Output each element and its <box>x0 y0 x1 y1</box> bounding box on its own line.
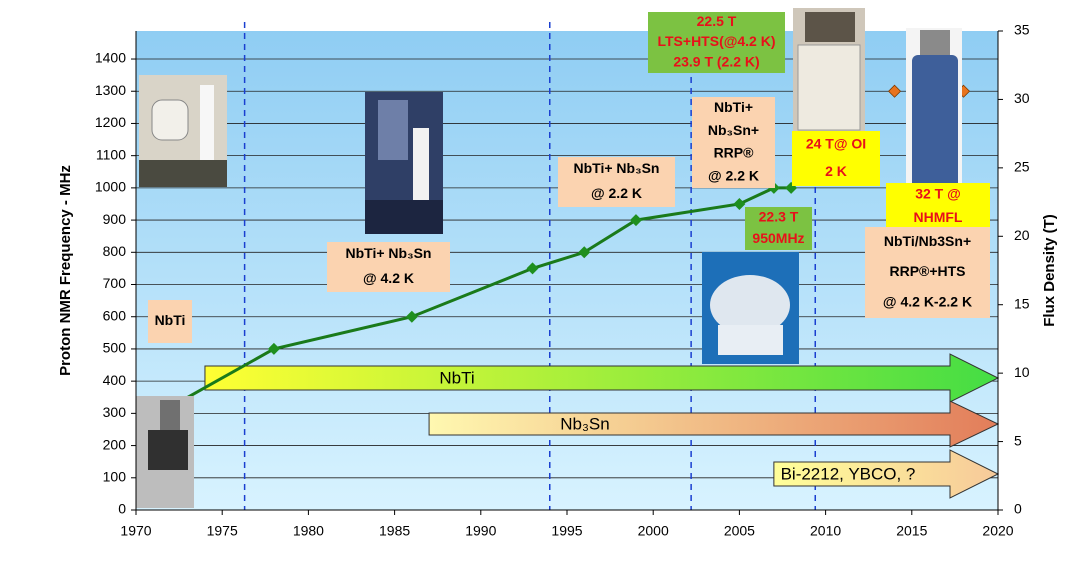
y-tick-label: 200 <box>103 436 127 452</box>
annotation-box <box>745 207 812 250</box>
y-tick-label: 800 <box>103 243 127 259</box>
annotation-text: 2 K <box>825 163 847 179</box>
data-point <box>526 262 539 275</box>
annotation-text: 22.3 T <box>759 208 799 224</box>
annotation-text: @ 4.2 K <box>363 270 414 286</box>
y-tick-label: 1400 <box>95 50 126 66</box>
x-tick-label: 1975 <box>207 523 238 539</box>
x-tick-label: 2000 <box>638 523 669 539</box>
x-tick-label: 1980 <box>293 523 324 539</box>
x-tick-label: 1985 <box>379 523 410 539</box>
y-tick-label: 300 <box>103 404 127 420</box>
y2-tick-label: 30 <box>1014 90 1030 106</box>
y2-tick-label: 10 <box>1014 364 1030 380</box>
x-tick-label: 2015 <box>896 523 927 539</box>
annotation-box <box>327 242 450 292</box>
data-point <box>629 214 642 227</box>
x-tick-label: 1995 <box>551 523 582 539</box>
annotation-text: LTS+HTS(@4.2 K) <box>657 33 775 49</box>
era-arrow <box>773 449 1000 499</box>
y-tick-label: 600 <box>103 307 127 323</box>
data-point <box>733 197 746 210</box>
y-tick-label: 400 <box>103 372 127 388</box>
annotation-text: 23.9 T (2.2 K) <box>673 54 759 70</box>
annotation-text: RRP®+HTS <box>889 263 965 279</box>
annotation-text: NbTi <box>155 312 186 328</box>
annotation-box <box>648 12 785 73</box>
x-tick-label: 2020 <box>982 523 1013 539</box>
annotation-text: NbTi/Nb3Sn+ <box>884 233 971 249</box>
data-point <box>578 246 591 259</box>
annotation-text: 22.5 T <box>697 13 737 29</box>
annotation-box <box>792 131 880 186</box>
annotation-text: 950MHz <box>752 230 804 246</box>
y-tick-label: 1000 <box>95 179 126 195</box>
annotation-box <box>148 300 192 343</box>
y-tick-label: 700 <box>103 275 127 291</box>
photo-magnet-2 <box>365 92 443 234</box>
era-arrow <box>428 400 1000 448</box>
annotation-box <box>692 97 775 188</box>
data-point <box>267 342 280 355</box>
annotation-box <box>886 183 990 230</box>
era-arrow-label: Nb₃Sn <box>560 414 609 433</box>
x-tick-label: 1990 <box>465 523 496 539</box>
x-tick-label: 2010 <box>810 523 841 539</box>
annotation-text: 24 T@ OI <box>806 135 866 151</box>
y2-tick-label: 20 <box>1014 227 1030 243</box>
annotation-text: Nb₃Sn+ <box>708 122 759 138</box>
annotations: NbTi NbTi+ Nb₃Sn @ 4.2 K NbTi+ Nb₃Sn @ 2.2 K… <box>148 12 990 343</box>
annotation-box <box>865 227 990 318</box>
annotation-text: 32 T @ <box>915 185 961 201</box>
y2-tick-label: 0 <box>1014 501 1022 517</box>
photo-magnet-3 <box>793 8 865 132</box>
y-tick-label: 1200 <box>95 114 126 130</box>
x-tick-label: 2005 <box>724 523 755 539</box>
era-arrow-label: Bi-2212, YBCO, ? <box>781 464 916 483</box>
annotation-text: @ 2.2 K <box>708 167 759 183</box>
y2-axis-label: Flux Density (T) <box>1041 214 1058 327</box>
arrows: NbTi Nb₃Sn Bi-2212, YBCO, ? <box>204 353 1000 499</box>
y2-tick-label: 25 <box>1014 159 1030 175</box>
annotation-text: NbTi+ Nb₃Sn <box>574 160 660 176</box>
y2-tick-label: 5 <box>1014 432 1022 448</box>
photo-magnet-4 <box>906 28 962 200</box>
annotation-text: @ 2.2 K <box>591 185 642 201</box>
y-tick-label: 1300 <box>95 82 126 98</box>
annotation-box <box>558 157 675 207</box>
photo-magnet-6 <box>136 396 194 508</box>
era-arrow <box>204 353 1000 403</box>
data-point <box>405 310 418 323</box>
y-tick-label: 0 <box>118 501 126 517</box>
y-axis-label: Proton NMR Frequency - MHz <box>57 165 74 376</box>
y-tick-label: 100 <box>103 468 127 484</box>
axes: 0100200300400500600700800900100011001200… <box>57 22 1058 539</box>
y-tick-label: 500 <box>103 340 127 356</box>
data-point <box>887 84 902 98</box>
photos <box>136 8 962 508</box>
x-tick-label: 1970 <box>120 523 151 539</box>
y-tick-label: 900 <box>103 211 127 227</box>
annotation-text: @ 4.2 K-2.2 K <box>883 294 972 310</box>
photo-magnet-1 <box>139 75 227 187</box>
annotation-text: NbTi+ Nb₃Sn <box>346 245 432 261</box>
photo-magnet-5 <box>702 252 799 364</box>
annotation-text: NHMFL <box>914 209 963 225</box>
era-arrow-label: NbTi <box>439 368 474 387</box>
y2-tick-label: 35 <box>1014 22 1030 38</box>
y2-tick-label: 15 <box>1014 295 1030 311</box>
y-tick-label: 1100 <box>96 146 126 162</box>
annotation-text: NbTi+ <box>714 99 753 115</box>
annotation-text: RRP® <box>714 145 755 161</box>
